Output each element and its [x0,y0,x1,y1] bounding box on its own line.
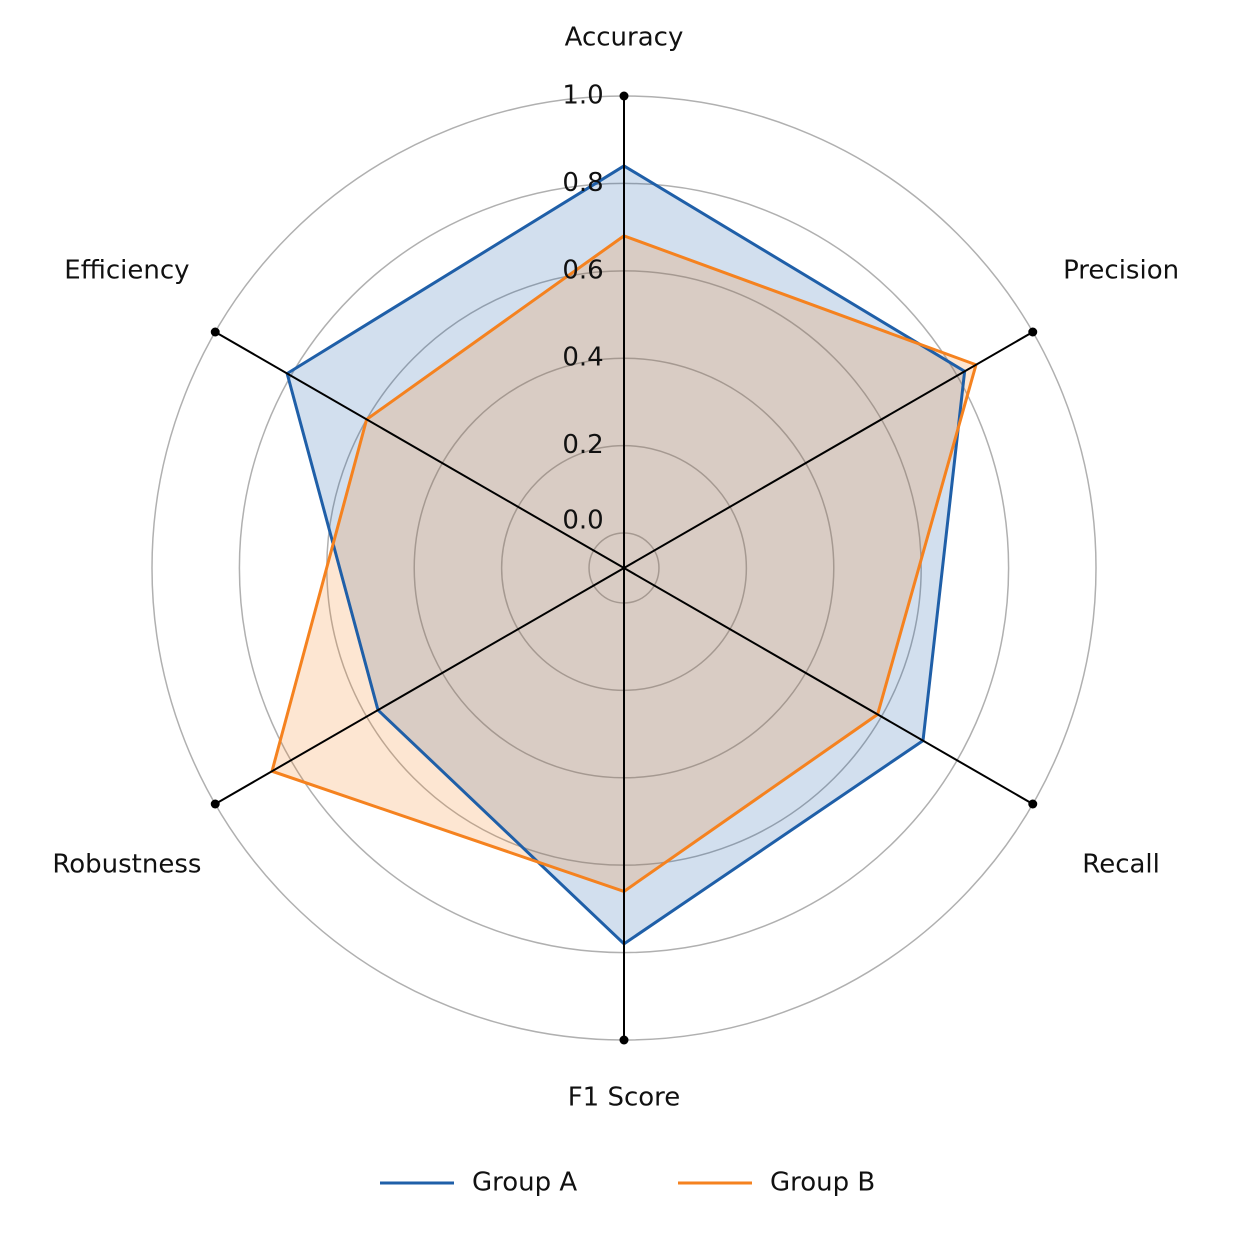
axis-end [1028,327,1038,337]
r-tick-label: 0.6 [562,255,603,285]
axis-end [210,799,220,809]
category-label: Robustness [52,850,201,880]
category-label: Efficiency [64,256,189,286]
r-tick-label: 1.0 [562,81,603,111]
r-tick-label: 0.4 [562,343,603,373]
category-label: Recall [1082,850,1160,880]
r-tick-label: 0.2 [562,430,603,460]
axis-end [210,327,220,337]
legend-label: Group B [770,1168,875,1198]
r-tick-label: 0.8 [562,168,603,198]
axis-line [623,567,1034,805]
legend-label: Group A [472,1168,577,1198]
axis-end [1028,799,1038,809]
axis-end [619,1035,629,1045]
axis-line [214,331,625,569]
category-label: F1 Score [568,1083,681,1113]
axis-line [214,567,625,805]
series-area [287,165,965,944]
axis-end [619,91,629,101]
axis-line [623,331,1034,569]
r-tick-label: 0.0 [562,506,603,536]
category-label: Accuracy [565,23,684,53]
category-label: Precision [1063,256,1179,286]
